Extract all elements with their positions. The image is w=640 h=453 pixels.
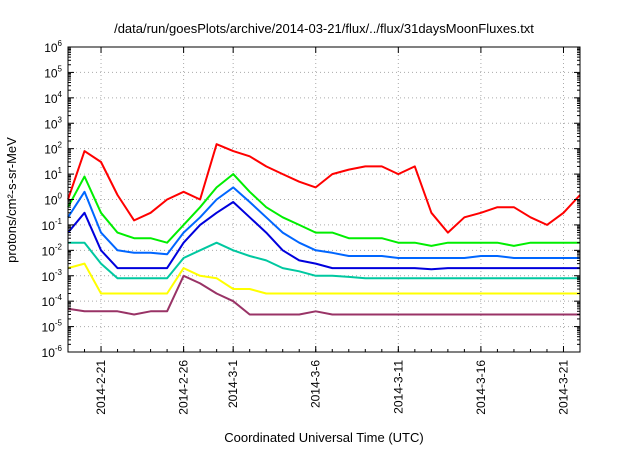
y-tick-label: 105 bbox=[44, 64, 62, 80]
y-tick-label: 100 bbox=[44, 192, 62, 208]
series-line bbox=[67, 201, 580, 271]
y-tick-label: 10-6 bbox=[42, 344, 63, 360]
series-line bbox=[67, 143, 581, 234]
x-tick-label: 2014-2-26 bbox=[177, 360, 191, 415]
x-tick-label: 2014-3-1 bbox=[226, 360, 240, 408]
chart-title: /data/run/goesPlots/archive/2014-03-21/f… bbox=[114, 21, 534, 36]
y-tick-layer: 106 105 104 103 102 101 100 10-1 10-2 10-3 10-4 10-… bbox=[42, 39, 580, 360]
series-line bbox=[67, 262, 580, 295]
series-line bbox=[67, 186, 580, 259]
series-line bbox=[68, 241, 580, 280]
x-tick-label: 2014-3-21 bbox=[556, 360, 570, 415]
y-tick-label: 106 bbox=[44, 39, 62, 55]
y-tick-label: 10-1 bbox=[42, 217, 63, 233]
y-tick-label: 101 bbox=[44, 166, 62, 182]
x-tick-layer: 2014-2-21 2014-2-26 2014-3-1 2014-3-6 2014-3… bbox=[67, 47, 581, 415]
y-tick-label: 102 bbox=[44, 141, 62, 157]
x-axis-label: Coordinated Universal Time (UTC) bbox=[224, 430, 423, 445]
x-tick-label: 2014-2-21 bbox=[94, 360, 108, 415]
x-tick-label: 2014-3-6 bbox=[309, 360, 323, 408]
series-line bbox=[67, 173, 580, 247]
y-tick-label: 10-2 bbox=[42, 242, 63, 258]
grid-layer bbox=[68, 47, 580, 352]
y-tick-label: 104 bbox=[44, 90, 62, 106]
y-tick-label: 103 bbox=[44, 115, 62, 131]
x-tick-label: 2014-3-11 bbox=[391, 360, 405, 414]
y-axis-label: protons/cm²-s-sr-MeV bbox=[4, 137, 19, 263]
y-tick-label: 10-3 bbox=[42, 268, 63, 284]
y-tick-label: 10-4 bbox=[42, 293, 63, 309]
y-tick-label: 10-5 bbox=[42, 319, 63, 335]
series-line bbox=[67, 274, 580, 316]
series-layer bbox=[67, 143, 581, 316]
x-tick-label: 2014-3-16 bbox=[474, 360, 488, 415]
